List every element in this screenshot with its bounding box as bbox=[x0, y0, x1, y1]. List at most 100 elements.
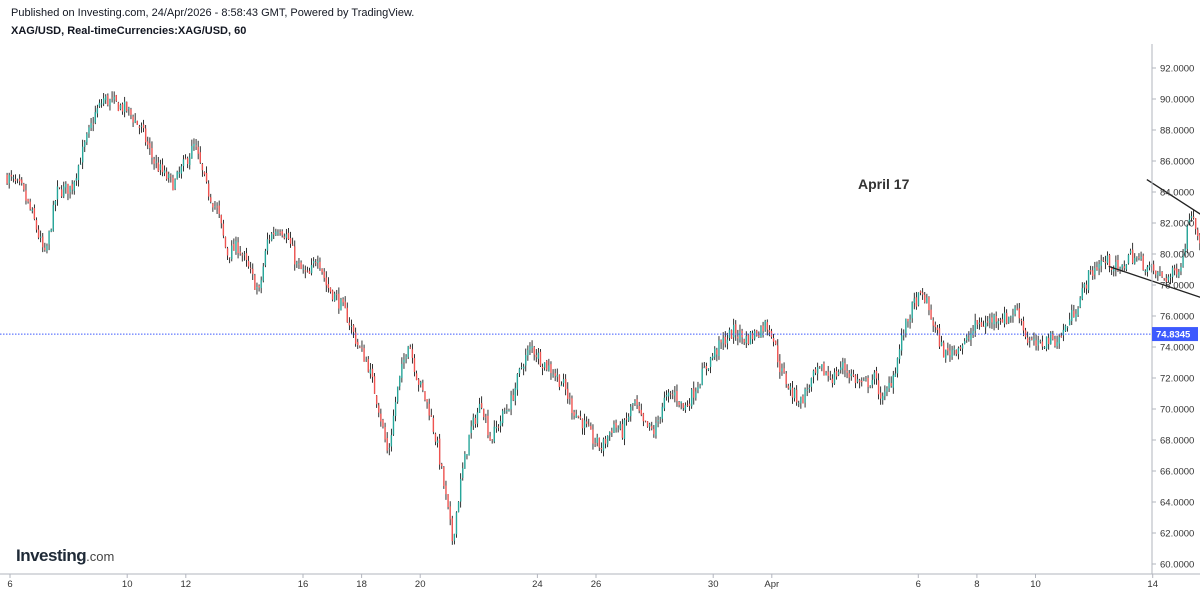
candle-body bbox=[39, 236, 42, 238]
candle-body bbox=[436, 440, 439, 444]
candle-body bbox=[1182, 253, 1184, 267]
candle-body bbox=[1098, 263, 1100, 269]
candle-body bbox=[350, 326, 353, 327]
candle-body bbox=[491, 439, 493, 441]
candle-body bbox=[1056, 342, 1058, 347]
candle-body bbox=[273, 232, 275, 235]
candle-body bbox=[6, 174, 8, 184]
candle-body bbox=[583, 420, 586, 429]
candle-body bbox=[327, 284, 330, 289]
candle-body bbox=[875, 370, 878, 379]
candle-body bbox=[531, 346, 533, 348]
candle-body bbox=[430, 415, 432, 417]
candle-body bbox=[718, 340, 720, 357]
candle-body bbox=[709, 357, 712, 367]
candle-body bbox=[592, 429, 594, 444]
candle-body bbox=[999, 319, 1002, 321]
candle-body bbox=[600, 448, 603, 450]
candle-body bbox=[434, 433, 437, 442]
candle-body bbox=[1001, 319, 1004, 323]
candle-body bbox=[403, 359, 405, 363]
candle-body bbox=[535, 355, 537, 358]
candle-body bbox=[1092, 270, 1094, 276]
candle-body bbox=[25, 190, 27, 201]
candle-body bbox=[1148, 265, 1151, 268]
candle-body bbox=[867, 377, 869, 388]
candle-body bbox=[413, 358, 416, 372]
candle-body bbox=[10, 174, 12, 177]
candle-body bbox=[216, 206, 218, 208]
candle-body bbox=[623, 419, 626, 439]
candle-body bbox=[854, 375, 857, 383]
candle-body bbox=[420, 381, 422, 385]
candle-body bbox=[760, 326, 762, 338]
candle-body bbox=[56, 186, 59, 200]
candle-body bbox=[407, 346, 409, 357]
candle-body bbox=[1188, 219, 1191, 224]
candle-body bbox=[210, 197, 212, 202]
candle-body bbox=[722, 337, 724, 344]
candle-body bbox=[869, 385, 871, 387]
candle-body bbox=[12, 177, 15, 179]
candle-body bbox=[277, 232, 279, 234]
candle-body bbox=[69, 185, 71, 193]
candle-body bbox=[386, 438, 388, 451]
candle-body bbox=[1016, 308, 1018, 310]
candle-body bbox=[1142, 255, 1144, 271]
candle-body bbox=[768, 330, 771, 333]
x-tick-label: 26 bbox=[591, 579, 602, 590]
candle-body bbox=[1022, 320, 1025, 331]
candle-body bbox=[81, 146, 84, 163]
candle-body bbox=[361, 347, 363, 349]
upper-trendline[interactable] bbox=[1146, 179, 1200, 360]
candle-body bbox=[823, 363, 825, 376]
candle-body bbox=[644, 420, 647, 422]
candle-body bbox=[144, 128, 147, 143]
x-tick-label: 16 bbox=[298, 579, 309, 590]
candle-body bbox=[873, 372, 876, 380]
candle-body bbox=[926, 297, 928, 303]
candle-body bbox=[27, 199, 29, 202]
candle-body bbox=[396, 386, 399, 402]
candle-body bbox=[588, 424, 590, 426]
candle-body bbox=[613, 424, 615, 433]
candle-body bbox=[655, 423, 657, 436]
candle-body bbox=[147, 141, 149, 145]
candle-body bbox=[302, 268, 304, 270]
y-tick-label: 84.0000 bbox=[1160, 188, 1194, 199]
candle-body bbox=[756, 330, 758, 336]
candle-body bbox=[663, 397, 666, 409]
candle-body bbox=[21, 179, 23, 184]
candle-body bbox=[840, 367, 842, 371]
candle-body bbox=[772, 338, 775, 342]
candle-body bbox=[1184, 248, 1186, 255]
candle-body bbox=[258, 285, 260, 288]
candle-body bbox=[970, 333, 972, 340]
lower-trendline[interactable] bbox=[1108, 265, 1200, 373]
candle-body bbox=[735, 324, 737, 336]
candle-body bbox=[218, 205, 220, 214]
candle-body bbox=[1062, 329, 1065, 336]
candle-body bbox=[401, 363, 403, 378]
candle-body bbox=[1071, 309, 1073, 322]
candle-body bbox=[581, 418, 584, 429]
candle-body bbox=[447, 494, 449, 508]
candle-body bbox=[594, 443, 596, 445]
candle-body bbox=[105, 96, 107, 101]
candle-body bbox=[625, 418, 628, 420]
candle-body bbox=[1167, 276, 1170, 281]
candle-body bbox=[159, 164, 162, 171]
candle-body bbox=[829, 376, 831, 378]
candle-body bbox=[1178, 271, 1180, 277]
current-price-tag bbox=[1152, 327, 1198, 342]
candle-body bbox=[390, 435, 393, 447]
candle-body bbox=[1039, 341, 1041, 342]
candle-body bbox=[1033, 338, 1035, 341]
candle-body bbox=[449, 506, 451, 520]
candle-body bbox=[130, 109, 132, 115]
candle-body bbox=[50, 229, 52, 232]
candle-body bbox=[808, 387, 810, 390]
candle-body bbox=[96, 108, 99, 114]
candle-body bbox=[98, 102, 101, 107]
